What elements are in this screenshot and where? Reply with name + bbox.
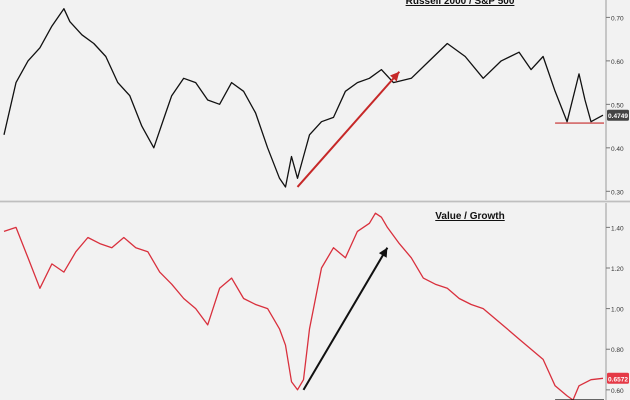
last-value-badge bbox=[607, 372, 629, 384]
y-tick-label: 0.60 bbox=[611, 388, 624, 395]
ratio-panel-top: 0.30 0.40 0.50 0.60 0.70 0.4749 Russell 2000 /… bbox=[0, 0, 630, 200]
chart-title: Russell 2000 / S&P 500 bbox=[406, 0, 515, 7]
chart-title: Value / Growth bbox=[435, 211, 504, 222]
trend-arrow-line bbox=[302, 247, 389, 391]
y-tick-label: 1.40 bbox=[611, 225, 624, 232]
series-line bbox=[3, 212, 604, 400]
y-tick-label: 0.70 bbox=[611, 15, 624, 22]
y-tick-label: 0.80 bbox=[611, 347, 624, 354]
last-value-label: 0.4749 bbox=[608, 113, 628, 120]
trend-arrow-head bbox=[390, 71, 400, 82]
y-tick-label: 1.20 bbox=[611, 266, 624, 273]
series-line bbox=[3, 8, 604, 188]
y-tick-label: 0.30 bbox=[611, 189, 624, 196]
y-tick-label: 0.60 bbox=[611, 59, 624, 66]
ratio-panel-bottom: 0.60 0.80 1.00 1.20 1.40 0.6572 Value / Growth bbox=[0, 203, 630, 400]
last-value-badge bbox=[607, 109, 629, 121]
plot-background bbox=[0, 0, 630, 200]
trend-arrow-head bbox=[378, 247, 388, 258]
y-tick-label: 0.50 bbox=[611, 102, 624, 109]
last-value-label: 0.6572 bbox=[608, 376, 628, 383]
trend-arrow-line bbox=[296, 71, 401, 188]
y-tick-label: 0.40 bbox=[611, 146, 624, 153]
y-tick-label: 1.00 bbox=[611, 307, 624, 314]
